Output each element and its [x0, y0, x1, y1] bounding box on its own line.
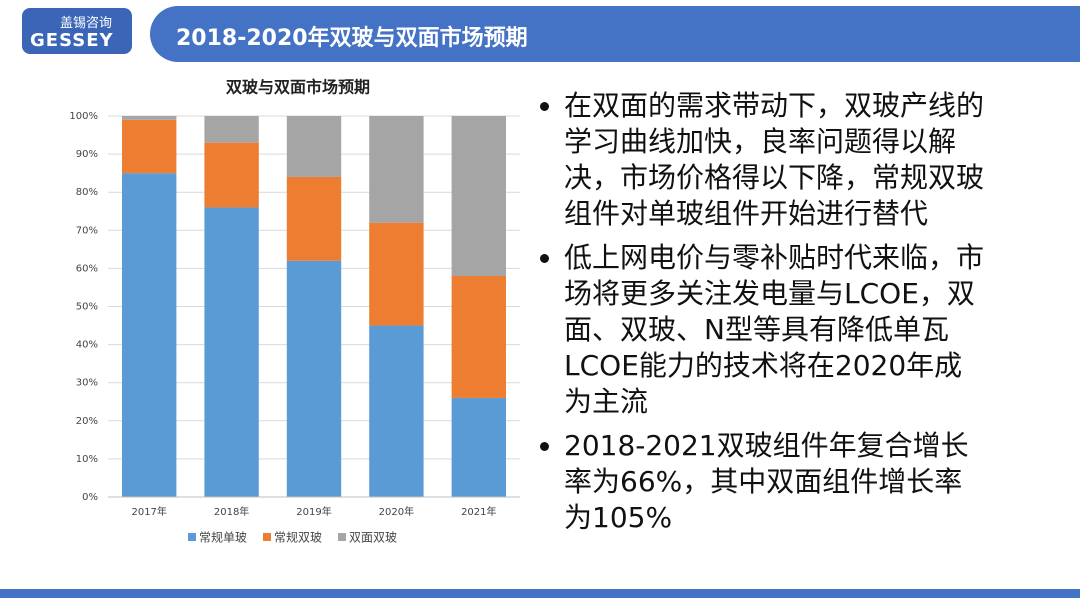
bar-segment [369, 116, 424, 223]
bar-segment [286, 176, 342, 261]
bar-segment [451, 116, 506, 277]
y-tick-label: 100% [69, 111, 98, 122]
header-title: 2018-2020年双玻与双面市场预期 [176, 26, 528, 51]
y-tick-label: 80% [76, 187, 98, 198]
bar-segment [122, 119, 177, 174]
y-tick-label: 50% [76, 302, 98, 313]
legend-swatch [338, 533, 347, 541]
x-tick-label: 2019年 [296, 505, 331, 518]
bar-segment [451, 276, 506, 398]
bar-segment [204, 207, 259, 497]
bullet-list: 在双面的需求带动下，双玻产线的学习曲线加快，良率问题得以解决，市场价格得以下降，… [540, 88, 984, 544]
bar-segment [369, 222, 424, 326]
logo-name: 盖锡咨询 [60, 16, 113, 31]
bullet: 2018-2021双玻组件年复合增长率为66%，其中双面组件增长率为105% [564, 428, 984, 536]
legend-swatch [188, 533, 196, 541]
y-tick-label: 60% [76, 263, 98, 274]
x-tick-label: 2021年 [461, 505, 496, 518]
bullet: 在双面的需求带动下，双玻产线的学习曲线加快，良率问题得以解决，市场价格得以下降，… [564, 88, 984, 232]
x-tick-label: 2020年 [379, 505, 414, 518]
bar-segment [286, 116, 342, 177]
footer-bar [0, 589, 1080, 598]
x-tick-label: 2018年 [214, 505, 249, 518]
legend-label: 双面双玻 [349, 531, 397, 545]
header-bar [150, 6, 1080, 62]
bar-segment [286, 260, 342, 497]
bullet: 低上网电价与零补贴时代来临，市场将更多关注发电量与LCOE，双面、双玻、N型等具… [564, 240, 984, 420]
y-tick-label: 40% [76, 340, 98, 351]
chart-title: 双玻与双面市场预期 [226, 78, 370, 97]
bar-segment [369, 325, 424, 497]
y-tick-label: 70% [76, 225, 98, 236]
y-tick-label: 30% [76, 378, 98, 389]
legend-label: 常规双玻 [274, 530, 322, 545]
bar-segment [122, 116, 177, 120]
bar-segment [122, 173, 177, 497]
y-tick-label: 20% [76, 416, 98, 427]
x-tick-label: 2017年 [131, 505, 166, 518]
y-tick-label: 10% [76, 454, 98, 465]
logo: 盖锡咨询 GESSEY [22, 8, 132, 54]
legend-swatch [263, 533, 272, 541]
y-tick-label: 90% [76, 149, 98, 160]
y-tick-label: 0% [82, 492, 98, 503]
bar-segment [451, 397, 506, 497]
bar-segment [204, 142, 259, 208]
logo-brand: GESSEY [30, 30, 114, 51]
chart: 双玻与双面市场预期 0% 10% 20% 30% 40% 50% 60% 70% 80% 90% 1… [69, 78, 520, 545]
legend-label: 常规单玻 [199, 530, 247, 545]
bar-segment [204, 116, 259, 143]
